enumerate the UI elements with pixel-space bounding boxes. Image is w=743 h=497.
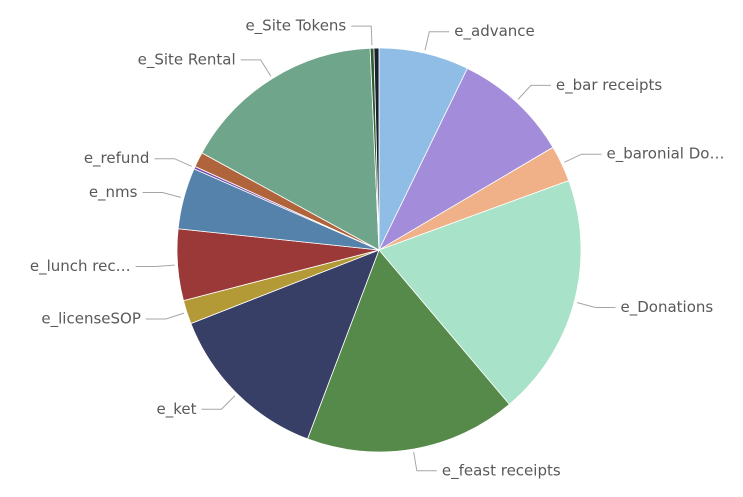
leader-line <box>413 451 437 472</box>
category-label: e_Site Rental <box>138 50 236 69</box>
category-label: e_refund <box>84 149 150 168</box>
category-label: e_licenseSOP <box>41 309 140 328</box>
leader-line <box>154 158 193 167</box>
leader-line <box>517 84 551 100</box>
category-label: e_Donations <box>621 298 714 317</box>
leader-line <box>142 192 181 198</box>
pie-slice <box>373 47 380 251</box>
leader-line <box>240 59 272 77</box>
category-label: e_nms <box>89 183 138 202</box>
category-label: e_ket <box>156 400 196 419</box>
pie-slice <box>307 249 510 453</box>
category-label: e_bar receipts <box>556 76 662 95</box>
leader-line <box>351 25 373 46</box>
pie-slice <box>201 47 380 251</box>
leader-line <box>424 31 450 51</box>
category-label: e_Site Tokens <box>245 17 346 36</box>
pie-slice <box>378 180 582 405</box>
leader-line <box>145 312 185 320</box>
category-label: e_advance <box>454 22 535 41</box>
leader-line <box>577 302 616 308</box>
category-label: e_lunch rec… <box>30 257 131 276</box>
category-label: e_feast receipts <box>442 461 561 480</box>
category-label: e_baronial Do… <box>606 145 724 164</box>
pie-slice <box>190 249 380 440</box>
leader-line <box>135 264 175 268</box>
pie-slice <box>378 67 554 252</box>
leader-line <box>201 395 236 410</box>
leader-line <box>564 153 602 163</box>
